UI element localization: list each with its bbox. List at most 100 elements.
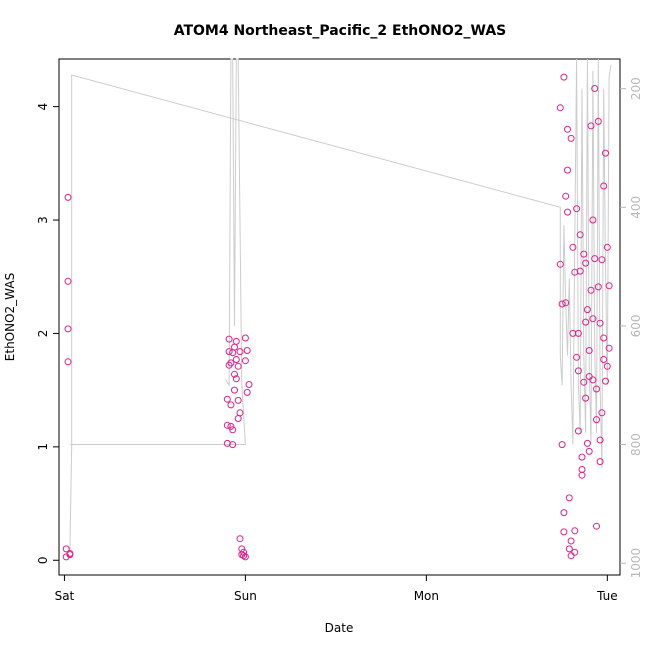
y-tick-label: 1 (36, 443, 50, 451)
data-point (565, 545, 573, 553)
x-tick-label: Tue (596, 589, 618, 603)
y-tick-label: 4 (36, 103, 50, 111)
right-tick-label: 1000 (629, 548, 643, 579)
data-point (582, 259, 590, 267)
data-point (587, 122, 595, 130)
data-point (225, 348, 233, 356)
data-point (587, 286, 595, 294)
data-point (241, 357, 249, 365)
x-tick-label: Mon (414, 589, 439, 603)
data-point (556, 260, 564, 268)
data-point (241, 553, 249, 561)
data-point (600, 334, 608, 342)
data-point (567, 134, 575, 142)
data-point (558, 441, 566, 449)
data-point (576, 231, 584, 239)
data-point (567, 552, 575, 560)
data-point (229, 441, 237, 449)
data-point (236, 348, 244, 356)
right-tick-label: 600 (629, 314, 643, 337)
data-point (64, 358, 72, 366)
data-point (602, 377, 609, 385)
data-point (583, 306, 591, 314)
data-point (560, 528, 568, 536)
data-point (571, 268, 579, 276)
data-point (582, 394, 590, 402)
data-point (589, 216, 597, 224)
data-point (225, 335, 233, 343)
data-point (560, 509, 568, 517)
data-point (596, 436, 604, 444)
data-point (578, 466, 586, 473)
data-point (567, 537, 575, 545)
data-point (585, 347, 593, 354)
data-point (591, 85, 599, 92)
data-point (231, 386, 238, 394)
y-tick-label: 3 (36, 216, 50, 224)
right-axis: 200 400 600 800 1000 (620, 77, 643, 578)
data-point (227, 401, 235, 409)
right-tick-label: 400 (629, 196, 643, 219)
data-point (560, 73, 568, 81)
data-point (565, 494, 573, 502)
data-point (225, 361, 233, 369)
data-point (578, 453, 586, 461)
data-point (580, 378, 588, 386)
data-point (598, 256, 606, 264)
altitude-line-layer (69, 58, 612, 552)
data-point (571, 527, 579, 535)
data-point (562, 192, 570, 200)
data-point (64, 325, 72, 333)
data-point (593, 522, 600, 530)
altitude-line (69, 58, 246, 445)
data-point (62, 545, 70, 553)
chart-title: ATOM4 Northeast_Pacific_2 EthONO2_WAS (174, 23, 507, 39)
data-point (245, 381, 253, 388)
data-point (574, 329, 582, 337)
data-point (64, 277, 72, 285)
plot-frame (58, 58, 621, 576)
data-point (236, 409, 244, 417)
points-layer (62, 73, 613, 561)
data-point (605, 282, 613, 290)
data-point (594, 117, 602, 125)
data-point (229, 349, 237, 357)
x-tick-label: Sun (234, 589, 257, 603)
y-axis: 0 1 2 3 4 (36, 103, 59, 564)
data-point (232, 337, 240, 345)
data-point (574, 427, 582, 435)
data-point (243, 388, 251, 396)
right-tick-label: 200 (629, 77, 643, 100)
data-point (232, 375, 240, 383)
data-point (223, 421, 231, 429)
y-tick-label: 0 (36, 556, 50, 564)
data-point (227, 359, 235, 367)
data-point (564, 125, 571, 133)
data-point (598, 409, 606, 417)
y-tick-label: 2 (36, 330, 50, 338)
data-point (240, 548, 248, 556)
data-point (600, 356, 608, 363)
data-point (578, 471, 586, 479)
data-point (243, 347, 251, 354)
data-point (238, 551, 246, 559)
data-point (66, 551, 74, 559)
data-point (603, 243, 611, 251)
data-point (602, 149, 609, 157)
data-point (573, 353, 581, 361)
data-point (603, 362, 611, 370)
data-point (229, 426, 237, 434)
data-point (234, 396, 242, 404)
data-point (605, 344, 613, 352)
data-point (569, 243, 577, 251)
right-tick-label: 800 (629, 433, 643, 456)
data-point (556, 104, 564, 112)
data-point (583, 439, 591, 447)
data-point (558, 300, 566, 308)
altitude-line (69, 58, 612, 552)
y-axis-label: EthONO2_WAS (3, 273, 17, 361)
data-point (234, 415, 242, 422)
data-point (580, 250, 588, 258)
data-point (591, 255, 599, 263)
